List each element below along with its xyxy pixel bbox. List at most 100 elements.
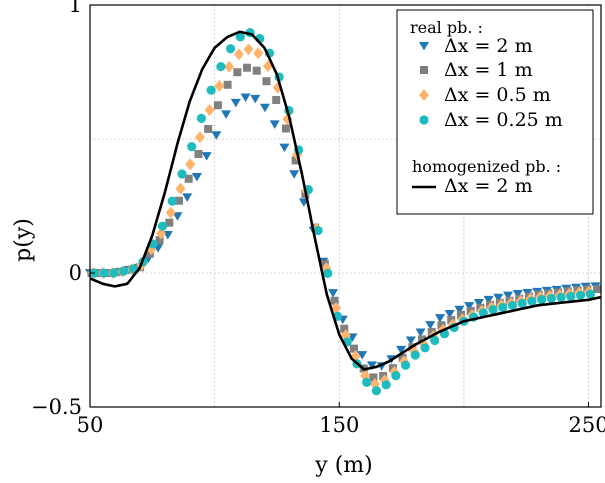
data-point (262, 77, 271, 86)
data-point (405, 336, 416, 345)
data-point (201, 152, 212, 161)
data-point (396, 345, 407, 355)
data-point (503, 291, 514, 301)
data-point (323, 268, 333, 278)
data-point (194, 131, 205, 144)
legend-marker (419, 42, 429, 51)
data-point (279, 143, 290, 153)
data-point (456, 310, 465, 319)
data-point (253, 47, 264, 60)
data-point (191, 173, 202, 182)
data-point (444, 309, 455, 319)
data-point (493, 293, 504, 303)
data-point (233, 48, 244, 61)
data-point (206, 85, 216, 95)
data-point (328, 289, 339, 298)
data-point (230, 98, 241, 108)
data-point (175, 182, 186, 195)
data-point (330, 296, 339, 305)
data-point (225, 44, 236, 54)
legend-box (396, 9, 594, 215)
data-point (527, 296, 537, 306)
legend-entry: Δx = 0.5 m (444, 84, 551, 106)
data-point (381, 380, 391, 390)
data-point (331, 302, 342, 315)
data-point (243, 63, 252, 72)
data-point (221, 110, 232, 119)
legend-entry: Δx = 0.25 m (444, 109, 563, 131)
data-point (498, 302, 508, 313)
legend-entry: Δx = 1 m (444, 59, 533, 81)
data-point (240, 93, 251, 103)
data-point (430, 335, 440, 346)
data-point (289, 170, 300, 179)
data-point (259, 103, 270, 113)
data-point (250, 94, 261, 104)
legend-marker (419, 89, 429, 101)
data-point (483, 295, 494, 305)
data-point (165, 206, 176, 219)
data-point (566, 291, 576, 301)
legend-entry: Δx = 2 m (444, 35, 533, 57)
data-point (281, 124, 290, 133)
data-point (447, 316, 456, 325)
data-point (400, 360, 411, 370)
data-point (427, 328, 436, 337)
data-point (556, 292, 566, 302)
data-point (349, 344, 358, 353)
data-point (214, 79, 225, 92)
plot-frame (89, 4, 602, 408)
data-point (196, 113, 207, 123)
data-point (252, 66, 261, 75)
legend-items: Δx = 2 mΔx = 1 mΔx = 0.5 mΔx = 0.25 mΔx … (412, 35, 563, 197)
data-point (224, 60, 235, 73)
data-point (357, 351, 368, 360)
data-point (204, 104, 215, 117)
data-point (517, 298, 527, 308)
data-point (243, 43, 254, 56)
legend-entry: Δx = 2 m (444, 175, 533, 197)
legend-title-homogenized: homogenized pb. : (412, 157, 561, 176)
data-point (362, 377, 372, 387)
tick-labels: 50 150 250 −0.5 0 1 (31, 0, 605, 437)
data-point (291, 156, 300, 165)
data-point (425, 321, 436, 330)
data-point (379, 372, 388, 381)
x-axis-label: y (m) (314, 453, 372, 478)
legend-title-real: real pb. : (410, 18, 483, 37)
data-point (119, 266, 129, 276)
data-point (434, 314, 445, 323)
data-point (512, 290, 523, 299)
y-axis-label: p(y) (11, 218, 36, 262)
data-point (174, 196, 183, 205)
x-tick-label: 50 (77, 413, 104, 437)
data-point (546, 293, 556, 304)
data-point (593, 285, 602, 294)
y-tick-label: 1 (69, 0, 82, 17)
data-point (340, 324, 349, 333)
data-point (410, 350, 420, 360)
data-point (272, 96, 281, 105)
y-tick-label: −0.5 (31, 395, 82, 419)
legend-marker (420, 66, 428, 74)
data-point (185, 158, 196, 171)
data-point (187, 142, 197, 152)
data-point (213, 101, 222, 110)
data-point (585, 289, 595, 299)
series-4 (89, 30, 602, 371)
homogenized-line (89, 30, 602, 371)
data-point (313, 225, 323, 236)
data-point (155, 236, 164, 245)
legend-marker (419, 115, 429, 125)
data-point (194, 150, 203, 159)
plot-series (85, 28, 602, 396)
data-point (478, 308, 488, 318)
x-tick-label: 150 (319, 413, 359, 437)
data-point (269, 120, 280, 129)
data-point (437, 321, 446, 330)
data-point (420, 343, 430, 353)
data-point (182, 193, 193, 202)
data-point (575, 290, 586, 300)
data-point (454, 305, 465, 315)
